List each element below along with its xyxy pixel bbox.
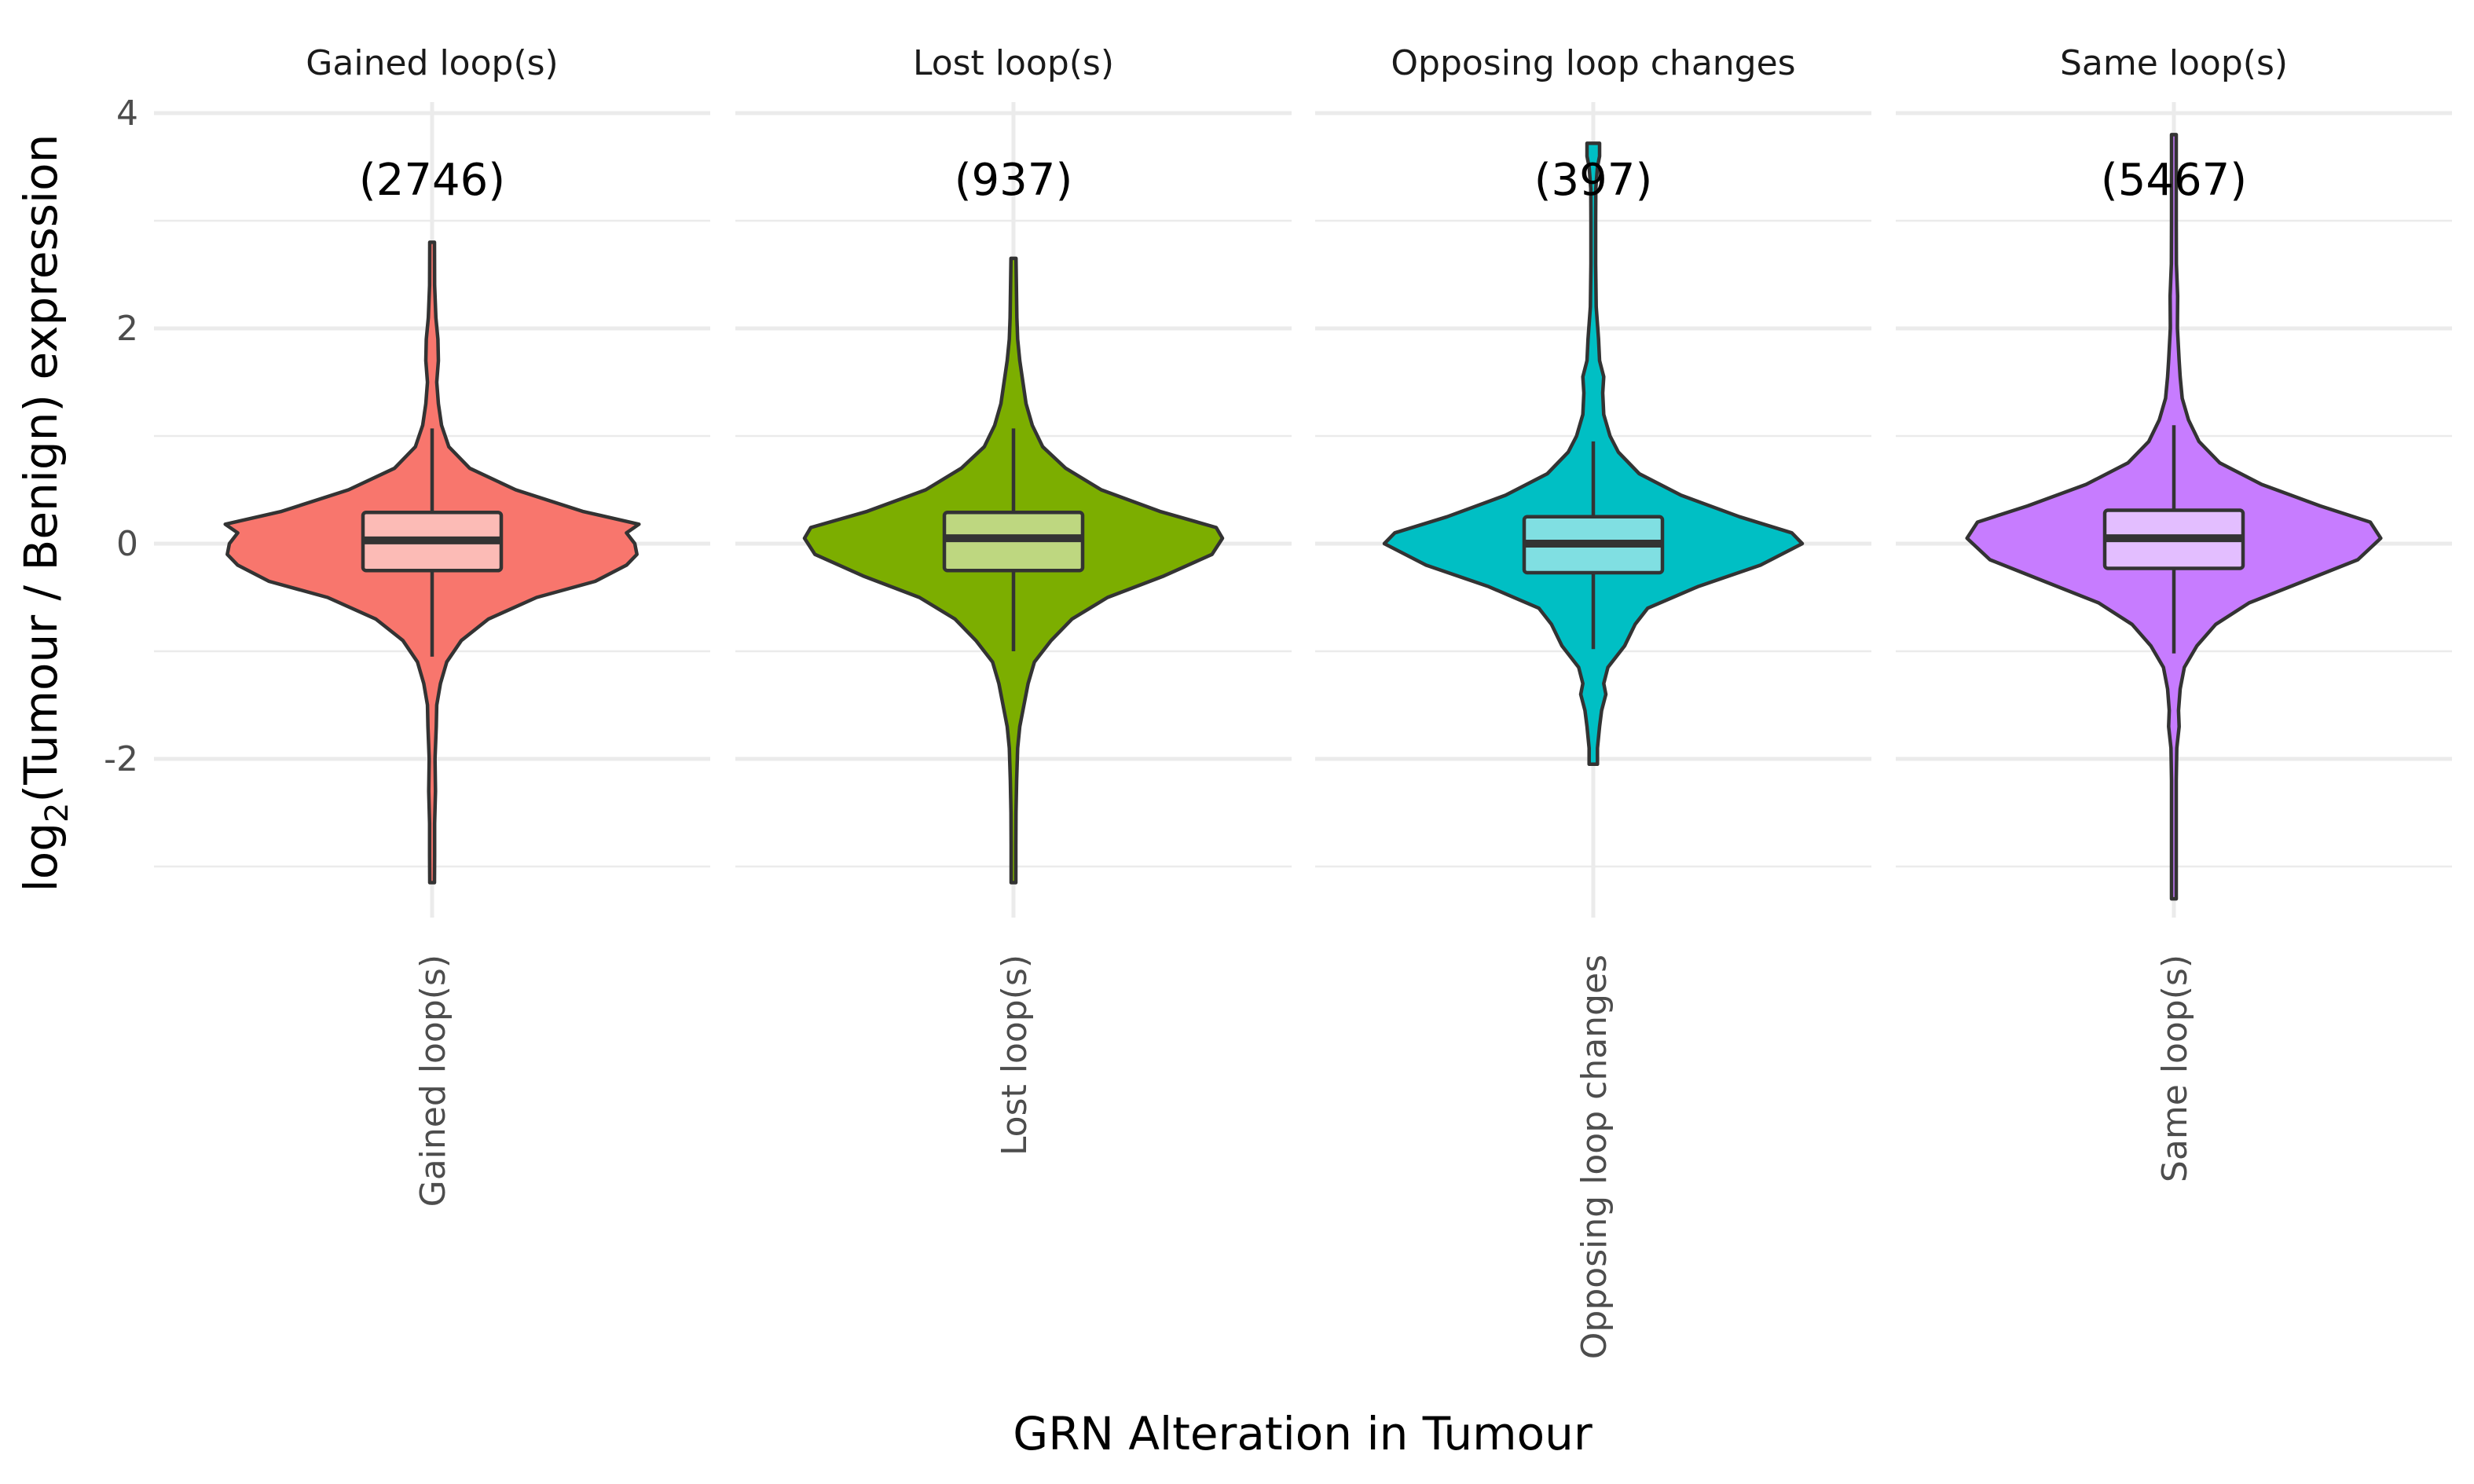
y-tick-label: -2 bbox=[104, 739, 138, 779]
count-label: (937) bbox=[955, 155, 1073, 206]
facet-strip-label: Opposing loop changes bbox=[1391, 43, 1795, 83]
x-tick-label: Gained loop(s) bbox=[413, 955, 453, 1207]
panel-layer: Gained loop(s) (2746) Gained loop(s) Lost l… bbox=[223, 43, 2383, 1359]
facet-panel: Opposing loop changes (397) Opposing loop … bbox=[1382, 43, 1805, 1359]
x-tick-label: Same loop(s) bbox=[2155, 955, 2195, 1182]
y-axis-title-subscript: 2 bbox=[39, 802, 75, 822]
x-axis-title: GRN Alteration in Tumour bbox=[1013, 1407, 1593, 1460]
count-label: (5467) bbox=[2101, 155, 2247, 206]
facet-panel: Same loop(s) (5467) Same loop(s) bbox=[1965, 43, 2383, 1182]
y-axis-title-suffix: (Tumour / Benign) expression bbox=[14, 134, 68, 803]
facet-strip-label: Lost loop(s) bbox=[913, 43, 1114, 83]
y-axis-title: log2(Tumour / Benign) expression bbox=[14, 134, 75, 892]
y-axis-ticks: -2 0 2 4 bbox=[104, 93, 138, 779]
count-label: (2746) bbox=[359, 155, 505, 206]
facet-strip-label: Gained loop(s) bbox=[306, 43, 558, 83]
y-tick-label: 2 bbox=[116, 309, 138, 349]
facet-strip-label: Same loop(s) bbox=[2060, 43, 2288, 83]
count-label: (397) bbox=[1534, 155, 1653, 206]
x-tick-label: Opposing loop changes bbox=[1574, 955, 1615, 1359]
facet-panel: Gained loop(s) (2746) Gained loop(s) bbox=[223, 43, 641, 1207]
y-tick-label: 4 bbox=[116, 93, 138, 134]
x-tick-label: Lost loop(s) bbox=[995, 955, 1035, 1156]
facet-panel: Lost loop(s) (937) Lost loop(s) bbox=[802, 43, 1225, 1156]
y-tick-label: 0 bbox=[116, 524, 138, 564]
y-axis-title-prefix: log bbox=[14, 823, 68, 892]
